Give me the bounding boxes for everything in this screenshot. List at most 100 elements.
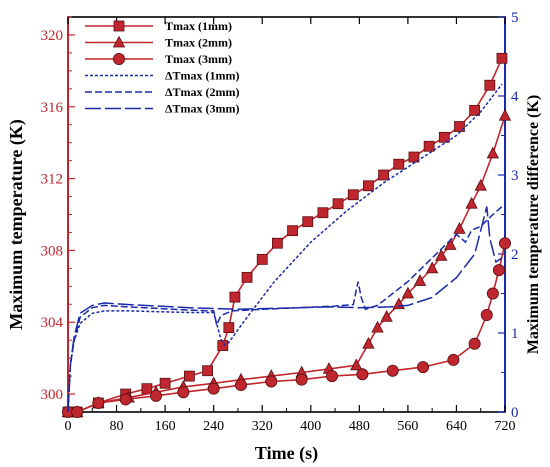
legend-item: Tmax (3mm): [85, 52, 232, 66]
series-2: [61, 108, 512, 417]
data-point: [393, 158, 405, 170]
data-point: [423, 140, 435, 152]
x-axis-title: Time (s): [255, 443, 318, 464]
data-point: [438, 131, 450, 143]
data-point: [363, 180, 374, 192]
data-point: [380, 309, 393, 322]
data-point: [71, 405, 84, 418]
left-y-tick-label: 300: [41, 387, 64, 403]
data-point: [295, 373, 308, 386]
x-tick-label: 400: [300, 419, 321, 434]
legend-label: ΔTmax (3mm): [165, 102, 240, 116]
legend-item: ΔTmax (1mm): [85, 69, 240, 83]
data-point: [183, 370, 195, 382]
data-point: [287, 225, 298, 237]
right-y-tick-label: 3: [511, 168, 519, 184]
data-point: [332, 198, 344, 210]
data-point: [386, 364, 399, 377]
data-point: [356, 368, 369, 381]
data-point: [498, 237, 511, 250]
data-point: [498, 108, 512, 121]
legend-label: ΔTmax (2mm): [165, 85, 240, 99]
x-tick-label: 160: [155, 419, 176, 434]
x-tick-label: 80: [110, 419, 124, 434]
legend-label: Tmax (1mm): [165, 19, 232, 33]
series-3: [62, 237, 511, 418]
data-point: [444, 238, 457, 250]
data-point: [496, 52, 508, 64]
x-tick-label: 240: [203, 419, 224, 434]
x-tick-label: 480: [349, 419, 370, 434]
series-4: [67, 83, 503, 413]
data-point: [265, 375, 278, 388]
data-point: [435, 248, 448, 261]
series-line: [68, 115, 506, 413]
data-point: [468, 337, 481, 350]
legend-marker: [112, 35, 126, 48]
data-point: [484, 79, 496, 91]
data-point: [159, 377, 171, 389]
right-y-tick-label: 0: [511, 405, 519, 421]
axis-ticks: 0 80 160 240 320 400 480 560 640 7203003043083123…: [41, 10, 520, 434]
series-6: [67, 206, 503, 413]
series-layer: [61, 52, 512, 418]
legend: Tmax (1mm) Tmax (2mm) Tmax (3mm) ΔTmax (1mm…: [85, 19, 240, 116]
data-point: [486, 287, 499, 300]
data-point: [362, 336, 375, 349]
x-tick-label: 720: [495, 419, 516, 434]
right-y-tick-label: 2: [511, 247, 519, 263]
data-point: [474, 178, 487, 191]
data-point: [256, 253, 268, 265]
right-y-tick-label: 1: [511, 326, 519, 342]
left-y-axis-title: Maximum temperature (K): [6, 119, 27, 330]
data-point: [302, 216, 314, 228]
x-tick-label: 0: [65, 419, 72, 434]
x-tick-label: 320: [252, 419, 273, 434]
data-point: [326, 370, 339, 383]
series-line: [67, 83, 503, 413]
data-point: [207, 382, 220, 395]
series-line: [68, 57, 503, 413]
data-point: [271, 237, 283, 249]
data-point: [119, 393, 132, 406]
data-point: [202, 365, 213, 377]
right-y-axis-title: Maximum temperature difference (K): [525, 95, 542, 354]
x-tick-label: 560: [397, 419, 418, 434]
legend-marker: [113, 20, 125, 32]
right-y-tick-label: 5: [511, 10, 519, 26]
data-point: [92, 397, 105, 410]
plot-frame: [67, 16, 506, 413]
x-tick-label: 640: [446, 419, 467, 434]
data-point: [229, 291, 241, 303]
legend-item: Tmax (1mm): [85, 19, 232, 33]
left-y-tick-label: 320: [41, 28, 64, 44]
data-point: [241, 271, 253, 283]
legend-label: Tmax (3mm): [165, 52, 232, 66]
data-point: [317, 207, 329, 219]
legend-label: ΔTmax (1mm): [165, 69, 240, 83]
data-point: [371, 320, 384, 333]
data-point: [217, 340, 229, 351]
data-point: [492, 264, 505, 277]
data-point: [234, 379, 247, 392]
series-line: [67, 206, 503, 413]
legend-marker: [113, 53, 126, 66]
legend-item: ΔTmax (2mm): [85, 85, 240, 99]
data-point: [486, 146, 500, 159]
left-y-tick-label: 312: [41, 172, 64, 188]
data-point: [465, 196, 478, 209]
data-point: [480, 309, 493, 322]
data-point: [347, 189, 359, 201]
left-y-tick-label: 316: [41, 100, 64, 116]
left-y-tick-label: 304: [41, 315, 64, 331]
data-point: [408, 151, 420, 163]
data-point: [401, 286, 415, 299]
data-point: [469, 104, 481, 116]
data-point: [223, 322, 235, 334]
legend-label: Tmax (2mm): [165, 36, 232, 50]
data-point: [447, 353, 460, 366]
data-point: [378, 169, 390, 181]
data-point: [453, 222, 466, 234]
data-point: [350, 358, 363, 371]
